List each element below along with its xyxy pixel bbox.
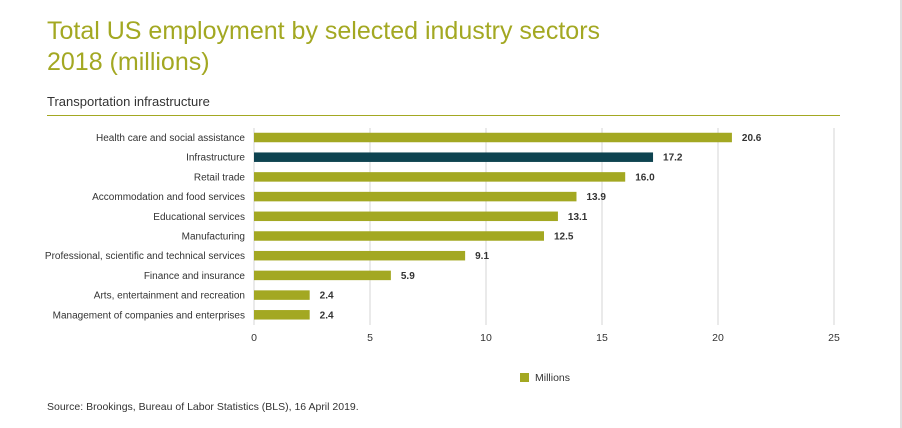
- category-label: Finance and insurance: [144, 271, 246, 282]
- bar: [254, 270, 391, 281]
- chart-subtitle: Transportation infrastructure: [47, 94, 210, 109]
- category-label: Health care and social assistance: [96, 133, 245, 144]
- title-line-1: Total US employment by selected industry…: [47, 17, 601, 45]
- data-label: 2.4: [320, 291, 334, 302]
- data-label: 17.2: [663, 153, 683, 164]
- legend-swatch: [520, 373, 529, 382]
- page-edge: [900, 0, 902, 428]
- data-label: 16.0: [635, 172, 655, 183]
- bar: [254, 290, 310, 300]
- bar: [254, 191, 577, 202]
- bar: [254, 250, 466, 261]
- x-tick-label: 20: [712, 332, 724, 344]
- bar: [254, 310, 310, 320]
- data-label: 2.4: [320, 310, 334, 321]
- x-tick-label: 15: [596, 332, 608, 344]
- category-label: Manufacturing: [182, 232, 245, 243]
- category-label: Infrastructure: [186, 153, 245, 164]
- data-label: 12.5: [554, 232, 574, 243]
- legend-label: Millions: [535, 372, 570, 384]
- title-rule: [47, 115, 840, 116]
- category-label: Retail trade: [194, 172, 246, 183]
- bar-chart: 0 5 10 15 20 25 Health care and social assista…: [45, 128, 840, 384]
- category-label: Arts, entertainment and recreation: [94, 291, 245, 302]
- x-tick-label: 5: [367, 332, 373, 344]
- bar: [254, 172, 626, 182]
- title-line-2: 2018 (millions): [47, 48, 210, 76]
- source-note: Source: Brookings, Bureau of Labor Stati…: [47, 401, 359, 413]
- bar: [254, 211, 558, 222]
- category-label: Professional, scientific and technical s…: [45, 251, 245, 262]
- data-label: 20.6: [742, 133, 762, 144]
- data-label: 13.9: [586, 192, 606, 203]
- chart-title: Total US employment by selected industry…: [47, 16, 747, 78]
- category-label: Educational services: [153, 212, 245, 223]
- data-label: 5.9: [401, 271, 415, 282]
- category-label: Accommodation and food services: [92, 192, 245, 203]
- bar: [254, 231, 544, 241]
- data-label: 9.1: [475, 251, 489, 262]
- x-tick-label: 0: [251, 332, 257, 344]
- x-tick-label: 25: [828, 332, 840, 344]
- x-tick-label: 10: [480, 332, 492, 344]
- category-label: Management of companies and enterprises: [53, 310, 245, 321]
- bar: [254, 132, 732, 143]
- bar: [254, 152, 654, 162]
- data-label: 13.1: [568, 212, 588, 223]
